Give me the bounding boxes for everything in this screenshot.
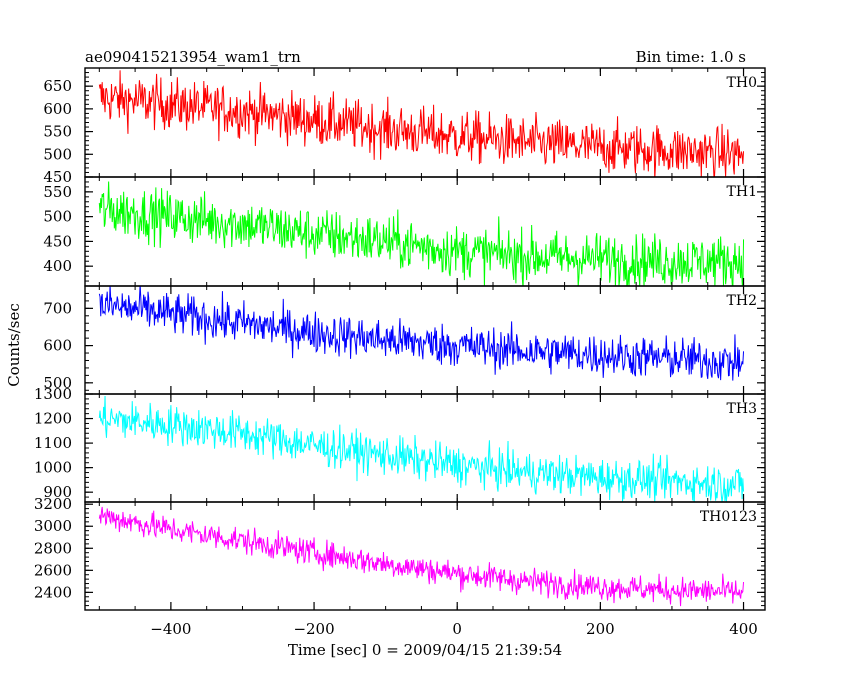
- y-tick-label: 2800: [34, 539, 72, 557]
- panel-th0123: 2400 2600 2800 3000 3200 TH0123: [34, 495, 766, 611]
- y-tick-label: 550: [43, 123, 72, 141]
- panel-frame: [84, 393, 766, 503]
- series-line-th0123: [98, 506, 745, 607]
- chart-title: ae090415213954_wam1_trn: [85, 48, 301, 66]
- y-tick-label: 650: [43, 77, 72, 95]
- series-line-th0: [98, 70, 745, 177]
- y-tick-label: 900: [43, 483, 72, 501]
- y-tick-label: 2600: [34, 561, 72, 579]
- y-tick-label: 1200: [34, 410, 72, 428]
- panel-th0: 450 500 550 600 650 TH0: [43, 67, 766, 186]
- x-tick-label: −200: [293, 620, 334, 638]
- y-tick-label: 450: [43, 232, 72, 250]
- y-tick-label: 1300: [34, 385, 72, 403]
- y-tick-label: 2400: [34, 583, 72, 601]
- x-tick-label: 400: [729, 620, 758, 638]
- y-tick-label: 3200: [34, 495, 72, 513]
- y-tick-label: 450: [43, 168, 72, 186]
- x-tick-label: −400: [150, 620, 191, 638]
- panels-group: 450 500 550 600 650 TH0 400 450 500 550 TH1 500 600 7…: [34, 67, 766, 638]
- y-tick-label: 500: [43, 374, 72, 392]
- y-tick-label: 1000: [34, 459, 72, 477]
- panel-th2: 500 600 700 TH2: [43, 285, 766, 395]
- panel-label: TH0123: [700, 509, 757, 525]
- panel-frame: [84, 285, 766, 395]
- panel-label: TH3: [727, 401, 757, 417]
- y-axis-title: Counts/sec: [5, 303, 23, 387]
- panel-th1: 400 450 500 550 TH1: [43, 176, 766, 287]
- x-tick-label: 200: [586, 620, 615, 638]
- y-tick-label: 500: [43, 145, 72, 163]
- panel-label: TH0: [727, 75, 757, 91]
- x-axis-title: Time [sec] 0 = 2009/04/15 21:39:54: [288, 641, 562, 659]
- x-tick-label: 0: [452, 620, 462, 638]
- y-tick-label: 400: [43, 257, 72, 275]
- panel-frame: [84, 176, 766, 287]
- panel-label: TH2: [727, 293, 757, 309]
- y-tick-label: 700: [43, 299, 72, 317]
- panel-th3: 900 1000 1100 1200 1300 TH3: [34, 385, 766, 503]
- y-tick-label: 600: [43, 337, 72, 355]
- series-line-th1: [98, 181, 745, 286]
- bin-time-label: Bin time: 1.0 s: [636, 48, 746, 66]
- y-tick-label: 3000: [34, 517, 72, 535]
- panel-label: TH1: [727, 184, 757, 200]
- y-tick-label: 600: [43, 100, 72, 118]
- y-tick-label: 1100: [34, 434, 72, 452]
- series-line-th3: [98, 396, 745, 502]
- panel-frame: [84, 501, 766, 611]
- series-line-th2: [98, 286, 745, 381]
- y-tick-label: 550: [43, 183, 72, 201]
- y-tick-label: 500: [43, 208, 72, 226]
